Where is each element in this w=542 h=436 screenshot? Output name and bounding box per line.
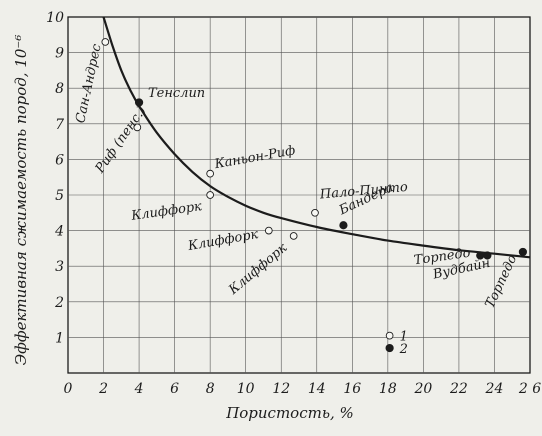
x-tick-label: 2 6 [518,381,541,397]
y-tick-label: 9 [55,46,64,62]
point-annotation: Клиффорк [186,227,260,254]
x-tick-label: 16 [343,381,361,397]
x-tick-label: 10 [237,381,255,397]
y-tick-label: 3 [55,259,64,275]
x-tick-label: 24 [485,381,504,397]
filled-data-point [339,221,348,230]
x-tick-labels: 0 2 4 6 8 10 12 14 16 18 20 22 24 2 6 [64,381,542,397]
open-data-point [133,123,142,132]
x-tick-label: 20 [413,381,432,397]
point-annotation: Риф (пенс.) [92,104,149,177]
x-tick-label: 0 [64,381,73,397]
open-data-point [289,232,298,240]
filled-data-point [483,251,492,260]
legend-filled-marker [385,343,394,353]
fit-curve [102,16,531,259]
open-data-point [101,38,110,46]
filled-data-point [518,247,527,257]
y-tick-labels: 1 2 3 4 5 6 7 8 9 10 [46,10,64,346]
x-tick-label: 14 [308,381,326,397]
fit-curve-layer [102,16,531,259]
y-tick-label: 8 [55,81,64,97]
legend: 12 [385,330,408,357]
y-tick-label: 4 [54,224,64,240]
point-annotation: Клиффорк [129,199,203,224]
y-tick-label: 7 [55,117,64,133]
open-data-point [206,191,215,199]
point-annotation: Каньон-Риф [213,143,297,172]
open-data-point [311,208,319,217]
point-annotation: Клиффорк [225,240,290,298]
legend-open-marker [385,331,394,340]
legend-label: 1 [400,330,408,345]
x-tick-label: 6 [170,381,179,397]
x-axis-title: Пористость, % [225,404,354,422]
y-tick-label: 10 [46,10,64,26]
y-tick-label: 6 [55,152,64,168]
x-tick-label: 18 [379,381,397,397]
point-annotations: Сан-Андрес Тенслип Риф (пенс.) Каньон-Риф Кл… [73,42,520,311]
x-tick-label: 12 [272,381,290,397]
data-points [101,38,527,260]
y-tick-label: 5 [55,188,64,204]
grid [68,17,530,373]
y-axis-title: Эффективная сжимаемость пород, 10⁻⁶ [12,35,30,366]
x-tick-label: 2 [98,381,108,397]
y-tick-label: 1 [55,330,64,346]
x-tick-label: 22 [449,381,468,397]
open-data-point [206,169,215,178]
point-annotation: Тенслип [148,86,205,101]
point-annotation: Сан-Андрес [73,42,105,125]
x-tick-label: 8 [206,381,215,397]
open-data-point [264,226,273,235]
x-tick-label: 4 [134,381,144,397]
filled-data-point [134,98,144,107]
legend-label: 2 [399,342,408,357]
y-tick-label: 2 [54,295,64,311]
